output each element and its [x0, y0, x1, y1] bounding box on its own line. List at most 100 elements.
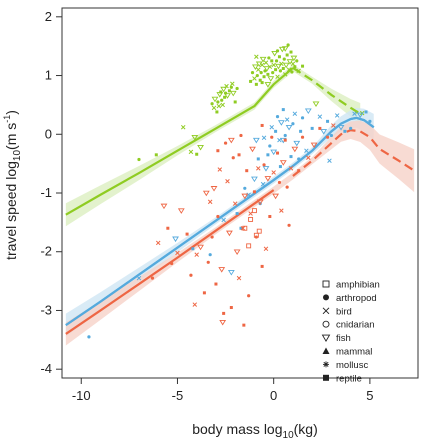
- data-point: [256, 67, 261, 72]
- y-axis-title: travel speed log10(m s-1): [2, 110, 23, 260]
- data-point: [227, 270, 235, 276]
- data-point: [256, 199, 264, 206]
- data-point: [267, 64, 273, 69]
- point-stroke: [275, 74, 280, 79]
- data-point: [194, 252, 199, 257]
- data-point: [352, 111, 357, 116]
- y-tick-label: -1: [40, 185, 52, 200]
- y-tick-label: -3: [40, 302, 52, 317]
- point-stroke: [192, 302, 198, 307]
- data-point: [279, 61, 284, 67]
- data-point: [259, 71, 263, 75]
- data-point: [254, 82, 258, 86]
- data-point: [210, 235, 214, 239]
- data-point: [318, 126, 322, 130]
- data-point: [266, 153, 270, 157]
- data-point: [269, 124, 275, 130]
- data-point: [259, 62, 265, 68]
- data-point: [293, 65, 297, 69]
- data-point: [227, 89, 231, 93]
- data-point: [326, 119, 330, 123]
- data-point: [277, 55, 281, 59]
- x-tick-label: -5: [172, 388, 184, 403]
- data-point: [248, 211, 253, 216]
- data-point: [262, 166, 270, 172]
- point-stroke: [317, 114, 323, 119]
- data-point: [166, 226, 170, 230]
- data-point: [282, 72, 288, 77]
- y-tick-label: 2: [45, 9, 52, 24]
- data-point: [289, 155, 293, 159]
- data-point: [285, 53, 289, 57]
- data-point: [214, 282, 218, 286]
- data-point-open-square: [256, 228, 262, 234]
- point-stroke: [260, 181, 266, 187]
- data-point: [272, 193, 280, 200]
- data-point: [252, 190, 256, 194]
- data-point: [285, 124, 293, 131]
- data-point: [251, 64, 259, 70]
- data-point: [229, 306, 233, 310]
- point-stroke: [211, 105, 217, 111]
- axes: -10 -5 0 5 2 1 0 -1 -2 -3 -4: [40, 7, 419, 403]
- data-point: [368, 119, 372, 123]
- data-point: [261, 135, 267, 141]
- data-point: [317, 114, 323, 119]
- data-point: [293, 140, 301, 147]
- data-point: [299, 129, 303, 133]
- data-point: [284, 117, 290, 122]
- data-point-open-square: [246, 243, 252, 249]
- legend-item-reptile: reptile: [323, 373, 362, 384]
- data-point: [150, 276, 155, 280]
- data-point: [288, 166, 294, 171]
- data-point: [136, 275, 142, 281]
- data-point: [221, 217, 226, 223]
- data-point: [175, 250, 180, 256]
- point-stroke: [271, 62, 276, 68]
- legend-item-amphibian: amphibian: [322, 280, 380, 291]
- y-tick-label: -4: [40, 361, 52, 376]
- legend-label: bird: [336, 306, 352, 317]
- data-point: [242, 323, 246, 327]
- data-point: [264, 82, 272, 88]
- data-point: [197, 144, 204, 151]
- data-point: [290, 70, 294, 74]
- data-point: [275, 49, 280, 53]
- legend-marker-circle-filled: [323, 294, 329, 301]
- data-point: [229, 85, 233, 89]
- point-stroke: [254, 54, 259, 59]
- point-stroke: [292, 111, 298, 116]
- data-point: [274, 59, 279, 63]
- data-point: [227, 137, 235, 144]
- legend-label: cnidarian: [336, 320, 375, 331]
- data-point: [263, 60, 269, 65]
- data-point: [207, 199, 213, 205]
- data-point: [260, 181, 266, 187]
- data-point: [267, 56, 271, 60]
- point-stroke: [155, 240, 161, 246]
- legend-marker-triangle-down-open: [321, 334, 331, 342]
- point-stroke: [248, 211, 253, 216]
- data-point: [254, 54, 259, 59]
- data-point: [252, 76, 257, 81]
- data-point: [320, 129, 328, 135]
- data-point: [279, 160, 287, 166]
- data-point: [286, 67, 292, 72]
- legend-label: arthropod: [336, 293, 377, 304]
- data-point: [260, 123, 264, 127]
- point-stroke: [194, 252, 199, 257]
- data-point: [262, 75, 266, 79]
- data-point: [327, 158, 332, 163]
- data-point-open-square: [251, 208, 257, 214]
- data-point: [337, 124, 345, 131]
- legend-label: mollusc: [336, 360, 368, 371]
- point-stroke: [306, 155, 311, 161]
- data-point: [310, 126, 314, 130]
- data-point-open-square: [253, 232, 259, 238]
- data-point: [268, 214, 272, 218]
- data-point: [264, 176, 272, 182]
- data-point: [304, 108, 312, 115]
- trend-line-solid: [65, 189, 275, 335]
- data-point: [216, 149, 220, 153]
